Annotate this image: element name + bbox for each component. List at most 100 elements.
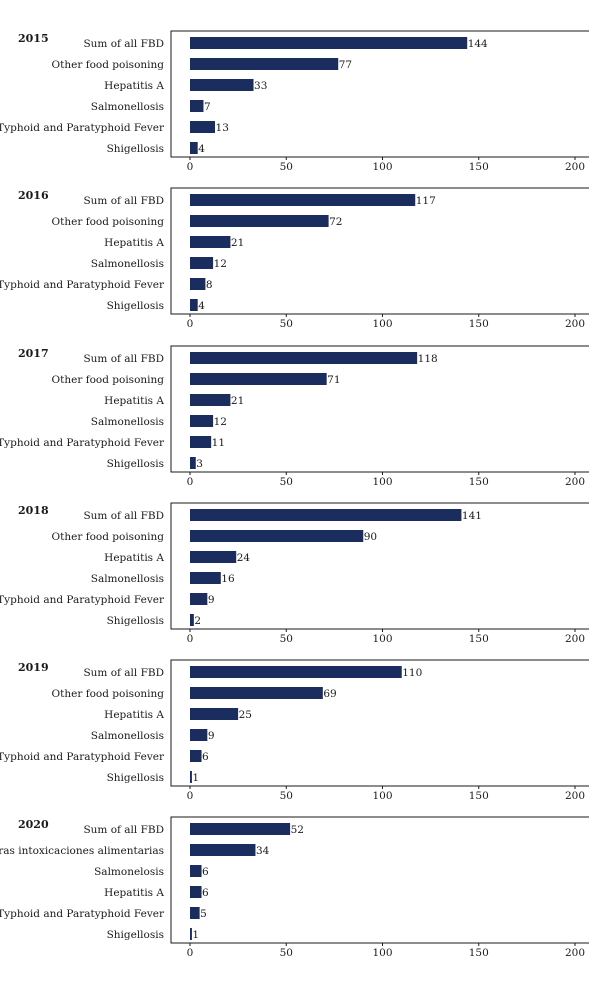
chart-title: 2020 <box>18 818 49 831</box>
category-label: Other food poisoning <box>52 59 165 71</box>
chart-panel-2020: 2020 Sum of all FBD 52 Otras intoxicaciones… <box>0 816 589 959</box>
chart-frame <box>170 345 589 473</box>
category-label: Other food poisoning <box>52 531 165 543</box>
chart-title: 2015 <box>18 32 49 45</box>
data-label: 5 <box>200 908 207 920</box>
x-tick-label: 100 <box>372 947 392 959</box>
x-tick-label: 50 <box>280 633 293 645</box>
category-label: Sum of all FBD <box>83 510 164 522</box>
chart-panel-2017: 2017 Sum of all FBD 118 Other food poisonin… <box>0 345 589 488</box>
x-tick-label: 0 <box>187 790 194 802</box>
category-label: Hepatitis A <box>104 395 164 407</box>
x-tick-label: 100 <box>372 790 392 802</box>
category-label: Shigellosis <box>107 772 164 784</box>
chart-title: 2017 <box>18 347 49 360</box>
bar <box>190 907 200 919</box>
category-label: Sum of all FBD <box>83 38 164 50</box>
data-label: 33 <box>254 80 267 92</box>
bar <box>190 278 206 290</box>
data-label: 90 <box>364 531 377 543</box>
category-label: Typhoid and Paratyphoid Fever <box>0 908 165 920</box>
category-label: Typhoid and Paratyphoid Fever <box>0 122 165 134</box>
x-tick-label: 200 <box>565 318 585 330</box>
bar <box>190 100 204 112</box>
chart-frame <box>170 187 589 315</box>
category-label: Typhoid and Paratyphoid Fever <box>0 437 165 449</box>
data-label: 12 <box>214 258 227 270</box>
bar <box>190 771 192 783</box>
category-label: Salmonelosis <box>94 866 164 878</box>
data-label: 141 <box>462 510 482 522</box>
data-label: 12 <box>214 416 227 428</box>
bar <box>190 530 364 542</box>
data-label: 4 <box>198 300 205 312</box>
data-label: 1 <box>192 772 199 784</box>
category-label: Other food poisoning <box>52 688 165 700</box>
data-label: 4 <box>198 143 205 155</box>
category-label: Typhoid and Paratyphoid Fever <box>0 594 165 606</box>
x-tick-label: 50 <box>280 790 293 802</box>
chart-title: 2018 <box>18 504 49 517</box>
category-label: Shigellosis <box>107 143 164 155</box>
bar <box>190 121 216 133</box>
x-tick-label: 150 <box>469 476 489 488</box>
x-tick-label: 0 <box>187 947 194 959</box>
category-label: Shigellosis <box>107 615 164 627</box>
category-label: Other food poisoning <box>52 374 165 386</box>
data-label: 25 <box>239 709 252 721</box>
x-tick-label: 0 <box>187 318 194 330</box>
data-label: 21 <box>231 237 244 249</box>
bar <box>190 79 254 91</box>
bar <box>190 823 291 835</box>
category-label: Sum of all FBD <box>83 824 164 836</box>
bar <box>190 750 202 762</box>
x-tick-label: 50 <box>280 476 293 488</box>
x-tick-label: 0 <box>187 161 194 173</box>
data-label: 11 <box>212 437 225 449</box>
chart-panel-2016: 2016 Sum of all FBD 117 Other food poisonin… <box>0 187 589 330</box>
bar <box>190 708 239 720</box>
chart-panel-2015: 2015 Sum of all FBD 144 Other food poisonin… <box>0 30 589 173</box>
data-label: 118 <box>418 353 438 365</box>
x-tick-label: 150 <box>469 318 489 330</box>
category-label: Other food poisoning <box>52 216 165 228</box>
bar <box>190 415 214 427</box>
x-tick-label: 200 <box>565 633 585 645</box>
x-tick-label: 50 <box>280 318 293 330</box>
bar <box>190 373 327 385</box>
category-label: Hepatitis A <box>104 709 164 721</box>
bar <box>190 194 416 206</box>
x-tick-label: 100 <box>372 318 392 330</box>
category-label: Shigellosis <box>107 300 164 312</box>
bar <box>190 37 468 49</box>
x-tick-label: 200 <box>565 476 585 488</box>
data-label: 117 <box>416 195 436 207</box>
bar <box>190 886 202 898</box>
x-tick-label: 150 <box>469 790 489 802</box>
data-label: 52 <box>291 824 304 836</box>
category-label: Salmonellosis <box>91 573 164 585</box>
bar <box>190 58 339 70</box>
data-label: 21 <box>231 395 244 407</box>
bar <box>190 666 402 678</box>
x-tick-label: 100 <box>372 476 392 488</box>
x-tick-label: 0 <box>187 633 194 645</box>
x-tick-label: 150 <box>469 947 489 959</box>
data-label: 24 <box>237 552 251 564</box>
bar <box>190 865 202 877</box>
bar <box>190 572 221 584</box>
data-label: 6 <box>202 887 209 899</box>
chart-panel-2019: 2019 Sum of all FBD 110 Other food poisonin… <box>0 659 589 802</box>
bar <box>190 687 323 699</box>
data-label: 7 <box>204 101 211 113</box>
data-label: 9 <box>208 730 215 742</box>
bar <box>190 457 196 469</box>
x-tick-label: 200 <box>565 947 585 959</box>
x-tick-label: 50 <box>280 161 293 173</box>
data-label: 6 <box>202 751 209 763</box>
category-label: Hepatitis A <box>104 237 164 249</box>
chart-frame <box>170 816 589 944</box>
data-label: 144 <box>468 38 488 50</box>
chart-frame <box>170 659 589 787</box>
data-label: 69 <box>323 688 336 700</box>
